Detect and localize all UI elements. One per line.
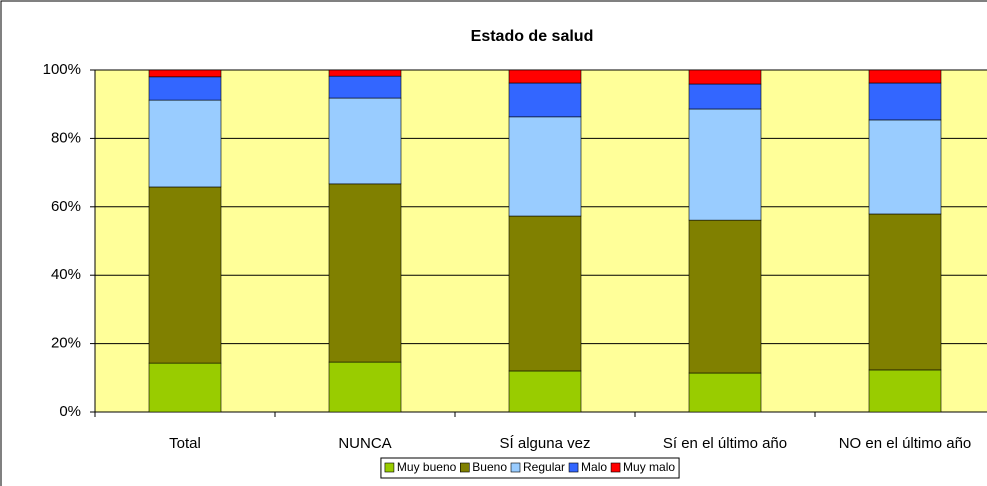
bar-segment (508, 370, 582, 413)
bar-segment (868, 82, 942, 121)
legend-label: Bueno (472, 460, 507, 474)
bar-segment (688, 83, 762, 110)
bar-segment (508, 215, 582, 372)
bar-segment (868, 213, 942, 371)
bar-segment (688, 372, 762, 413)
y-tick-label: 100% (43, 61, 81, 78)
bar-segment (148, 362, 222, 413)
y-tick-label: 0% (59, 403, 81, 420)
bar-segment (328, 361, 402, 413)
legend-label: Muy bueno (397, 460, 457, 474)
legend-label: Regular (523, 460, 565, 474)
bar-segment (148, 186, 222, 364)
chart-title: Estado de salud (471, 28, 594, 45)
bar-segment (328, 183, 402, 363)
x-tick-label: Sí en el último año (663, 435, 787, 452)
legend-swatch (568, 462, 579, 473)
x-tick-label: NO en el último año (839, 435, 972, 452)
legend: Muy bueno Bueno Regular Malo Muy malo (380, 457, 680, 479)
bar-segment (328, 75, 402, 99)
bar-segment (328, 97, 402, 185)
bar-segment (868, 119, 942, 215)
y-tick-label: 80% (51, 129, 81, 146)
bar-segment (148, 69, 222, 78)
bar-segment (328, 69, 402, 77)
x-tick-label: Total (169, 435, 201, 452)
bar-segment (868, 69, 942, 84)
y-tick-label: 20% (51, 335, 81, 352)
bar-segment (508, 82, 582, 118)
legend-swatch (384, 462, 395, 473)
bar-segment (688, 219, 762, 374)
legend-swatch (610, 462, 621, 473)
y-tick-label: 60% (51, 198, 81, 215)
bar-segment (148, 99, 222, 188)
legend-box (380, 457, 680, 479)
x-tick-label: NUNCA (338, 435, 391, 452)
bar-segment (508, 116, 582, 217)
bar-segment (688, 69, 762, 85)
legend-swatch (510, 462, 521, 473)
legend-swatch (460, 462, 470, 473)
bar-segment (508, 69, 582, 84)
bar-segment (868, 369, 942, 413)
y-tick-label: 40% (51, 266, 81, 283)
x-tick-label: SÍ alguna vez (500, 435, 591, 452)
legend-label: Muy malo (623, 460, 675, 474)
bar-segment (148, 76, 222, 101)
bar-segment (688, 108, 762, 221)
legend-label: Malo (581, 460, 607, 474)
